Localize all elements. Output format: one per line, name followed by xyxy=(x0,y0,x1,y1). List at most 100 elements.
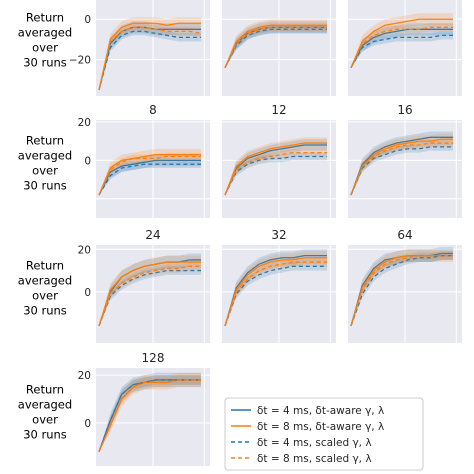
series-line-scaled8 xyxy=(98,379,201,452)
series-line-aware8 xyxy=(98,153,201,196)
y-axis-label-line: 30 runs xyxy=(23,179,67,193)
series-line-scaled8 xyxy=(350,142,453,196)
series-line-aware8 xyxy=(350,255,453,327)
series-band-aware4 xyxy=(225,249,327,326)
y-axis-label-line: Return xyxy=(26,11,64,25)
series-band-aware8 xyxy=(99,255,201,326)
legend-label: δt = 8 ms, δt-aware γ, λ xyxy=(257,421,384,433)
series-line-scaled4 xyxy=(224,265,327,327)
series-band-scaled8 xyxy=(225,148,327,195)
series-line-scaled4 xyxy=(98,379,201,452)
series-band-aware4 xyxy=(225,139,327,195)
panel: 16 xyxy=(348,103,462,218)
panel xyxy=(222,0,336,96)
series-band-scaled8 xyxy=(99,262,201,326)
y-axis-label-line: over xyxy=(32,41,58,55)
y-tick-label: −20 xyxy=(69,55,91,67)
series-band-aware8 xyxy=(351,13,453,68)
y-tick-label: 0 xyxy=(84,287,91,299)
series-line-aware8 xyxy=(224,257,327,327)
y-axis-label-line: averaged xyxy=(18,26,72,40)
legend-label: δt = 8 ms, scaled γ, λ xyxy=(257,453,372,465)
panel: −20 0 xyxy=(69,0,210,96)
y-axis-label-line: 30 runs xyxy=(23,428,67,442)
series-line-aware8 xyxy=(350,18,453,68)
series-band-scaled8 xyxy=(225,23,327,68)
y-axis-label-line: 30 runs xyxy=(23,304,67,318)
y-axis-label-line: averaged xyxy=(18,149,72,163)
series-band-aware4 xyxy=(351,131,453,195)
series-band-scaled4 xyxy=(351,143,453,195)
series-band-aware8 xyxy=(225,19,327,68)
panel-title: 64 xyxy=(397,228,412,242)
series-line-aware4 xyxy=(224,255,327,327)
series-band-aware4 xyxy=(99,154,201,195)
series-line-scaled4 xyxy=(350,255,453,327)
series-band-scaled8 xyxy=(99,375,201,452)
y-tick-label: 20 xyxy=(78,370,91,382)
panel: 12 xyxy=(222,103,336,218)
y-axis-label-line: 30 runs xyxy=(23,56,67,70)
panels-group: −20 0 0 20 8 12 16 0 20 24 32 64 0 20 128 xyxy=(69,0,462,466)
series-line-scaled4 xyxy=(98,269,201,327)
panel: 0 20 24 xyxy=(78,228,210,343)
y-axis-label-line: averaged xyxy=(18,274,72,288)
series-band-scaled4 xyxy=(99,375,201,452)
series-band-aware8 xyxy=(351,133,453,195)
series-band-scaled8 xyxy=(99,23,201,90)
series-band-scaled8 xyxy=(225,257,327,326)
panel: 32 xyxy=(222,228,336,343)
series-band-aware8 xyxy=(225,137,327,195)
legend-label: δt = 4 ms, δt-aware γ, λ xyxy=(257,405,384,417)
series-band-scaled4 xyxy=(225,25,327,68)
series-line-aware4 xyxy=(224,144,327,196)
series-line-aware8 xyxy=(224,24,327,68)
y-axis-label-line: Return xyxy=(26,259,64,273)
y-axis-label-line: Return xyxy=(26,383,64,397)
y-axis-label-line: over xyxy=(32,413,58,427)
y-tick-label: 0 xyxy=(84,418,91,430)
y-axis-label-line: Return xyxy=(26,134,64,148)
panel-title: 24 xyxy=(145,228,160,242)
series-line-scaled8 xyxy=(98,155,201,196)
legend-label: δt = 4 ms, scaled γ, λ xyxy=(257,437,372,449)
series-line-aware8 xyxy=(98,261,201,327)
series-line-scaled8 xyxy=(224,26,327,68)
series-line-scaled4 xyxy=(350,146,453,196)
series-band-scaled4 xyxy=(99,160,201,195)
panel: 64 xyxy=(348,228,462,343)
series-line-scaled8 xyxy=(98,26,202,91)
series-line-aware4 xyxy=(350,136,453,196)
series-line-aware8 xyxy=(350,138,453,196)
panel-title: 8 xyxy=(149,103,157,117)
y-tick-label: 20 xyxy=(78,244,91,256)
y-axis-label-line: averaged xyxy=(18,398,72,412)
series-band-scaled4 xyxy=(99,27,201,90)
y-tick-label: 0 xyxy=(84,155,91,167)
series-band-scaled8 xyxy=(351,139,453,195)
series-band-scaled8 xyxy=(351,251,453,326)
series-line-scaled8 xyxy=(224,261,327,327)
panel-title: 32 xyxy=(271,228,286,242)
y-axis-label-line: over xyxy=(32,289,58,303)
legend-box xyxy=(224,397,424,471)
series-line-scaled8 xyxy=(98,265,201,327)
series-band-aware4 xyxy=(99,21,201,90)
y-tick-label: 20 xyxy=(78,117,91,129)
panel: 0 20 128 xyxy=(78,351,210,466)
series-band-scaled4 xyxy=(351,251,453,326)
series-line-aware8 xyxy=(224,142,327,196)
panel xyxy=(348,0,462,96)
y-tick-label: 0 xyxy=(84,14,91,26)
panel-title: 16 xyxy=(397,103,412,117)
series-band-aware8 xyxy=(225,251,327,326)
series-line-aware4 xyxy=(98,159,201,196)
series-band-aware4 xyxy=(99,253,201,326)
panel-title: 12 xyxy=(271,103,286,117)
series-band-aware8 xyxy=(99,17,201,90)
panel: 0 20 8 xyxy=(78,103,210,218)
series-line-scaled4 xyxy=(98,163,201,196)
series-line-scaled4 xyxy=(98,30,201,91)
